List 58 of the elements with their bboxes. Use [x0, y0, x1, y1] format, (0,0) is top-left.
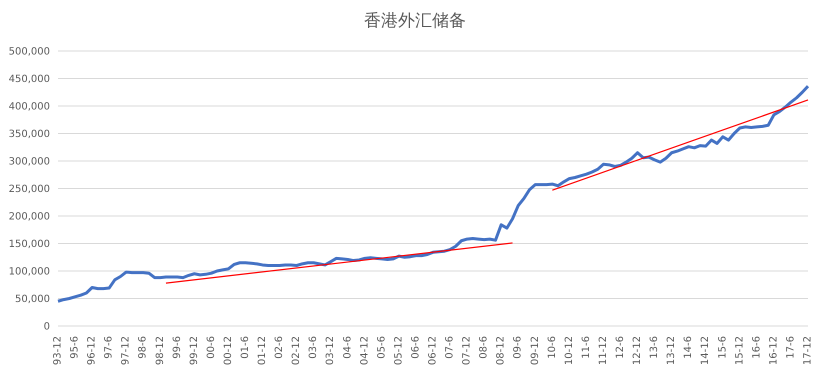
x-tick-label: 11-12: [598, 336, 609, 366]
x-tick-label: 02-12: [291, 336, 302, 366]
x-tick-label: 08-12: [496, 336, 507, 366]
x-tick-label: 03-12: [325, 336, 336, 366]
y-tick-label: 100,000: [8, 266, 50, 278]
y-tick-label: 400,000: [8, 102, 50, 113]
x-tick-label: 01-6: [240, 336, 251, 359]
x-tick-label: 03-6: [308, 336, 320, 359]
x-tick-label: 97-6: [104, 336, 115, 359]
y-tick-label: 0: [44, 322, 50, 333]
y-tick-label: 50,000: [15, 294, 50, 306]
y-tick-label: 200,000: [8, 212, 50, 223]
x-tick-label: 07-6: [444, 336, 456, 359]
y-tick-label: 350,000: [8, 129, 50, 140]
y-tick-label: 450,000: [8, 74, 50, 86]
x-tick-label: 17-6: [785, 336, 796, 359]
x-tick-label: 14-6: [683, 336, 694, 359]
x-tick-label: 09-12: [530, 336, 541, 366]
x-tick-label: 99-6: [172, 336, 183, 359]
x-tick-label: 11-6: [580, 336, 592, 359]
x-tick-label: 12-12: [632, 336, 644, 366]
x-tick-label: 15-12: [734, 336, 746, 366]
y-tick-label: 250,000: [8, 184, 50, 196]
x-tick-label: 12-6: [615, 336, 626, 359]
x-tick-label: 99-12: [188, 336, 200, 366]
x-tick-label: 98-12: [154, 336, 166, 366]
x-tick-label: 02-6: [274, 336, 286, 359]
y-tick-label: 500,000: [8, 46, 50, 58]
x-tick-label: 00-12: [222, 336, 234, 366]
x-tick-label: 17-12: [802, 336, 814, 366]
x-tick-label: 06-6: [410, 336, 422, 359]
x-tick-label: 15-6: [717, 336, 728, 359]
x-tick-label: 05-12: [393, 336, 404, 366]
x-tick-label: 09-6: [512, 336, 524, 359]
x-tick-label: 93-12: [52, 336, 64, 366]
x-tick-label: 00-6: [206, 336, 217, 359]
y-tick-label: 150,000: [8, 239, 50, 250]
x-tick-label: 95-6: [70, 336, 81, 359]
x-tick-label: 06-12: [428, 336, 438, 366]
x-tick-label: 16-12: [768, 336, 780, 366]
x-tick-label: 01-12: [257, 336, 268, 366]
x-tick-label: 05-6: [376, 336, 388, 359]
x-tick-label: 97-12: [120, 336, 132, 366]
x-tick-label: 04-12: [359, 336, 370, 366]
line-series: [56, 84, 810, 303]
x-tick-label: 96-12: [86, 336, 98, 366]
x-tick-label: 16-6: [751, 336, 762, 359]
x-tick-label: 08-6: [478, 336, 490, 359]
x-tick-label: 13-6: [649, 336, 660, 359]
x-tick-label: 10-6: [546, 336, 558, 359]
x-tick-label: 04-6: [342, 336, 354, 359]
x-tick-label: 13-12: [666, 336, 678, 366]
x-tick-label: 98-6: [138, 336, 149, 359]
x-tick-label: 14-12: [700, 336, 712, 366]
y-tick-label: 300,000: [8, 156, 50, 168]
chart-title: 香港外汇储备: [363, 10, 467, 33]
x-tick-label: 07-12: [462, 336, 473, 366]
x-tick-label: 10-12: [564, 336, 575, 366]
